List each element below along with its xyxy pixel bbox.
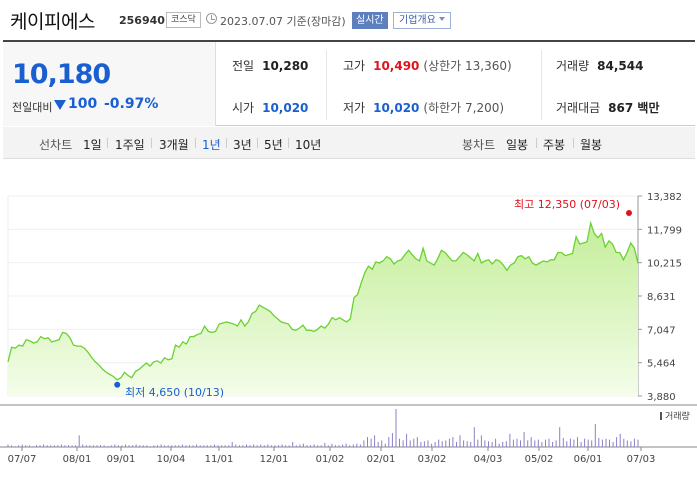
price-area — [8, 223, 638, 396]
low-price: 저가 10,020 (하한가 7,200) — [343, 99, 504, 116]
x-tick-label: 09/01 — [107, 454, 136, 465]
amount-label: 거래대금 — [556, 101, 601, 115]
prev-close-label: 전일 — [232, 59, 255, 73]
max-price-marker — [626, 210, 632, 216]
change-percent: -0.97% — [104, 96, 159, 112]
max-price-label: 최고 12,350 (07/03) — [514, 198, 620, 211]
market-badge: 코스닥 — [166, 12, 201, 28]
x-tick-label: 11/01 — [205, 454, 234, 465]
x-tick-label: 03/02 — [418, 454, 447, 465]
x-tick-label: 05/02 — [525, 454, 554, 465]
stock-header: 케이피에스 256940 코스닥 2023.07.07 기준(장마감) 실시간 … — [0, 0, 697, 40]
min-price-marker — [114, 381, 121, 388]
change-value: 100 — [68, 96, 98, 112]
lower-limit: (하한가 7,200) — [423, 101, 505, 115]
base-date: 2023.07.07 기준(장마감) — [220, 15, 346, 28]
period-3y[interactable]: 3년 — [233, 138, 252, 152]
y-tick-label: 13,382 — [647, 192, 682, 203]
candle-daily[interactable]: 일봉 — [506, 138, 529, 152]
x-tick-label: 07/07 — [8, 454, 37, 465]
y-tick-label: 8,631 — [647, 292, 676, 303]
amount-value: 867 백만 — [608, 101, 660, 115]
low-label: 저가 — [343, 101, 366, 115]
company-overview-label: 기업개요 — [399, 15, 436, 26]
x-tick-label: 10/04 — [157, 454, 186, 465]
x-tick-label: 04/03 — [474, 454, 503, 465]
candle-weekly[interactable]: 주봉 — [543, 138, 566, 152]
y-tick-label: 10,215 — [647, 259, 682, 270]
change-label: 전일대비 — [12, 101, 53, 114]
x-tick-label: 08/01 — [63, 454, 92, 465]
open-value: 10,020 — [262, 101, 309, 115]
divider — [195, 138, 196, 148]
divider — [573, 138, 574, 148]
volume: 거래량 84,544 — [556, 57, 643, 74]
high-value: 10,490 — [373, 59, 420, 73]
divider — [536, 138, 537, 148]
period-1y[interactable]: 1년 — [202, 138, 221, 152]
stock-code: 256940 — [119, 14, 165, 27]
chevron-down-icon — [438, 17, 445, 21]
low-value: 10,020 — [373, 101, 420, 115]
volume-value: 84,544 — [597, 59, 644, 73]
candle-chart-label: 봉차트 — [462, 138, 496, 152]
volume-legend-label: 거래량 — [665, 410, 690, 422]
x-tick-label: 07/03 — [627, 454, 656, 465]
trade-amount: 거래대금 867 백만 — [556, 99, 659, 116]
period-10y[interactable]: 10년 — [295, 138, 322, 152]
divider — [226, 138, 227, 148]
stock-name: 케이피에스 — [10, 11, 95, 33]
x-tick-label: 12/01 — [260, 454, 289, 465]
y-tick-label: 11,799 — [647, 225, 682, 236]
price-chart: 13,382 11,799 10,215 8,631 7,047 5,464 3,880 0… — [0, 160, 697, 482]
volume-legend-icon — [660, 412, 662, 420]
divider — [257, 138, 258, 148]
price-chart-svg: 13,382 11,799 10,215 8,631 7,047 5,464 3,880 0… — [0, 192, 697, 465]
price-line — [7, 220, 639, 381]
x-tick-label: 06/01 — [574, 454, 603, 465]
divider — [107, 138, 108, 148]
candle-monthly[interactable]: 월봉 — [580, 138, 603, 152]
period-1w[interactable]: 1주일 — [115, 138, 145, 152]
divider — [541, 50, 542, 120]
period-3m[interactable]: 3개월 — [159, 138, 189, 152]
min-price-label: 최저 4,650 (10/13) — [125, 386, 224, 399]
y-tick-label: 5,464 — [647, 359, 676, 370]
prev-close: 전일 10,280 — [232, 57, 308, 74]
divider — [151, 138, 152, 148]
upper-limit: (상한가 13,360) — [423, 59, 512, 73]
current-price: 10,180 — [12, 59, 111, 90]
clock-icon — [206, 13, 217, 24]
divider — [288, 138, 289, 148]
y-tick-label: 3,880 — [647, 392, 676, 403]
high-price: 고가 10,490 (상한가 13,360) — [343, 57, 512, 74]
period-5y[interactable]: 5년 — [264, 138, 283, 152]
divider — [326, 50, 327, 120]
x-tick-label: 02/01 — [367, 454, 396, 465]
quote-summary: 10,180 전일대비 100 -0.97% 전일 10,280 시가 10,020… — [3, 40, 695, 126]
company-overview-dropdown[interactable]: 기업개요 — [393, 12, 451, 29]
y-tick-label: 7,047 — [647, 325, 676, 336]
realtime-button[interactable]: 실시간 — [352, 12, 388, 29]
open-label: 시가 — [232, 101, 255, 115]
open-price: 시가 10,020 — [232, 99, 308, 116]
x-tick-label: 01/02 — [316, 454, 345, 465]
line-chart-label: 선차트 — [39, 138, 73, 152]
prev-close-value: 10,280 — [262, 59, 309, 73]
price-box: 10,180 전일대비 100 -0.97% — [3, 42, 216, 126]
high-label: 고가 — [343, 59, 366, 73]
down-arrow-icon — [54, 100, 66, 110]
chart-toolbar: 선차트 1일 1주일 3개월 1년 3년 5년 10년 봉차트 일봉 주봉 월봉 — [3, 127, 695, 159]
volume-label: 거래량 — [556, 59, 590, 73]
period-1d[interactable]: 1일 — [83, 138, 102, 152]
